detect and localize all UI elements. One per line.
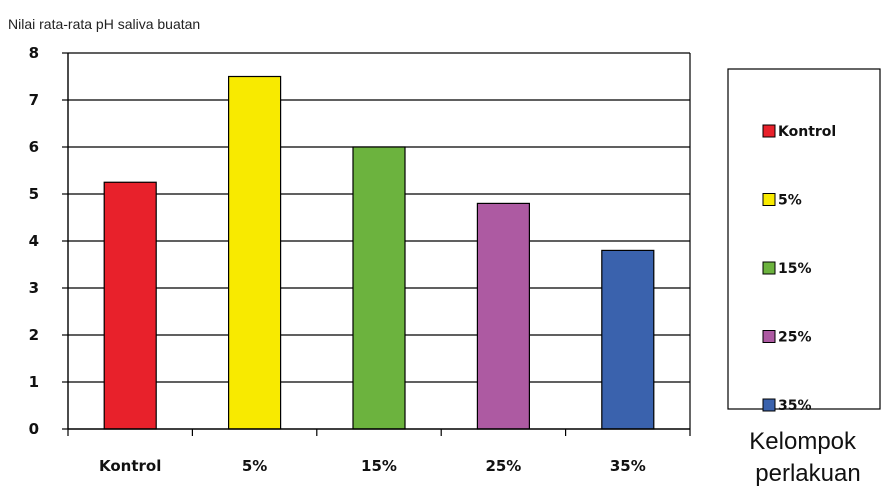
x-axis-title-line-1: Kelompok (749, 428, 857, 455)
axes (62, 52, 691, 436)
legend-label: 5% (778, 193, 802, 209)
y-tick-label: 5 (29, 185, 39, 203)
legend-swatch (762, 261, 776, 275)
x-axis-title-line-2: perlakuan (755, 460, 860, 487)
legend: Kontrol 5% 15% 25% 35% (727, 68, 881, 414)
legend-label: 25% (778, 330, 812, 346)
x-tick-label: Kontrol (99, 457, 161, 475)
bar-15pct (352, 146, 406, 430)
bar-5pct (228, 75, 282, 430)
y-tick-label: 1 (29, 373, 39, 391)
legend-label: 15% (778, 261, 812, 277)
y-axis-title: Nilai rata-rata pH saliva buatan (8, 16, 200, 32)
y-tick-label: 0 (29, 420, 39, 438)
legend-swatch (762, 193, 776, 206)
x-axis-title: Kelompok perlakuan (749, 428, 862, 487)
legend-swatch (762, 398, 776, 412)
y-tick-label: 4 (29, 232, 39, 250)
bar-35pct (601, 249, 655, 430)
legend-swatch (762, 124, 776, 138)
legend-box (727, 68, 881, 410)
x-tick-label: 5% (242, 457, 267, 475)
y-tick-label: 7 (29, 91, 39, 109)
y-tick-label: 2 (29, 326, 39, 344)
bar-kontrol (103, 181, 157, 430)
x-tick-label: 35% (610, 457, 646, 475)
legend-label: Kontrol (778, 124, 836, 140)
x-tick-label: 25% (485, 457, 521, 475)
y-tick-label: 8 (29, 44, 39, 62)
y-tick-labels: 0 1 2 3 4 5 6 7 8 (29, 44, 39, 438)
legend-swatch (762, 330, 776, 343)
bars (103, 75, 655, 430)
y-tick-label: 3 (29, 279, 39, 297)
bar-25pct (476, 202, 530, 430)
y-tick-label: 6 (29, 138, 39, 156)
x-tick-label: 15% (361, 457, 397, 475)
legend-label: 35% (778, 398, 812, 414)
x-tick-labels: Kontrol 5% 15% 25% 35% (99, 457, 646, 475)
